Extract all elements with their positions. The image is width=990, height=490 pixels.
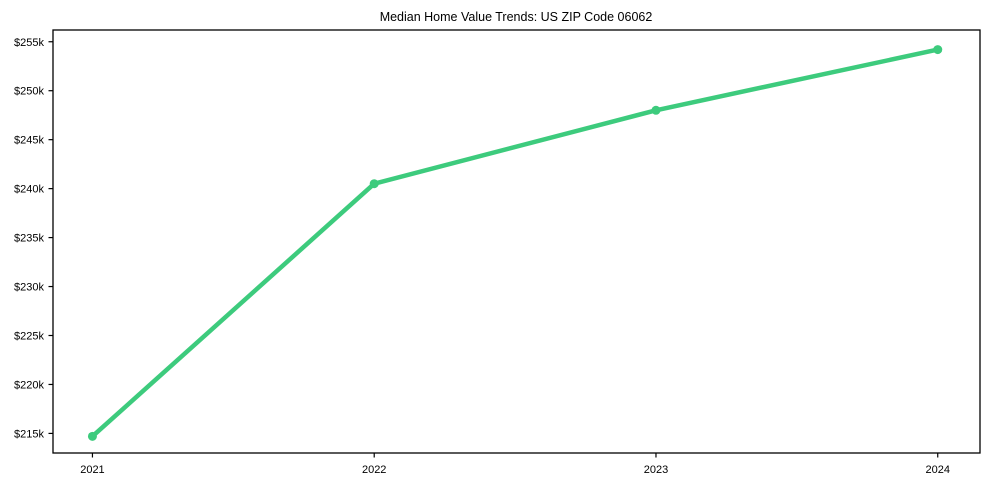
y-tick-label: $230k xyxy=(14,282,44,294)
y-tick-label: $215k xyxy=(14,428,44,440)
y-tick-label: $220k xyxy=(14,379,44,391)
y-tick-label: $225k xyxy=(14,331,44,343)
data-point-2021 xyxy=(87,431,97,441)
plot-area: $215k $220k $225k $230k $235k $240k $245k $250k… xyxy=(14,29,981,476)
y-tick-label: $245k xyxy=(14,135,44,147)
plot-background xyxy=(53,30,980,453)
data-point-2024 xyxy=(933,45,943,55)
plot-border xyxy=(52,29,981,454)
x-tick-label: 2022 xyxy=(362,464,386,476)
y-tick-label: $250k xyxy=(14,86,44,98)
chart-title: Median Home Value Trends: US ZIP Code 06… xyxy=(380,10,653,24)
x-tick-label: 2023 xyxy=(644,464,668,476)
x-tick-label: 2024 xyxy=(925,464,949,476)
y-tick-label: $240k xyxy=(14,184,44,196)
y-tick-label: $255k xyxy=(14,37,44,49)
data-point-2022 xyxy=(369,179,379,189)
data-point-2023 xyxy=(651,105,661,115)
trend-line xyxy=(90,47,940,439)
x-tick-label: 2021 xyxy=(80,464,104,476)
y-tick-label: $235k xyxy=(14,233,44,245)
